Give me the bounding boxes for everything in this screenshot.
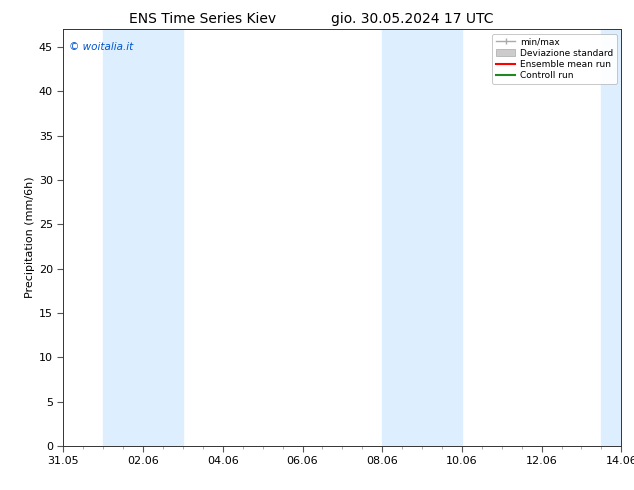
Text: ENS Time Series Kiev: ENS Time Series Kiev (129, 12, 276, 26)
Bar (143, 29, 183, 446)
Bar (382, 29, 422, 446)
Bar (103, 29, 143, 446)
Bar (422, 29, 462, 446)
Text: gio. 30.05.2024 17 UTC: gio. 30.05.2024 17 UTC (331, 12, 493, 26)
Text: © woitalia.it: © woitalia.it (69, 42, 133, 52)
Legend: min/max, Deviazione standard, Ensemble mean run, Controll run: min/max, Deviazione standard, Ensemble m… (492, 34, 617, 84)
Y-axis label: Precipitation (mm/6h): Precipitation (mm/6h) (25, 177, 35, 298)
Bar (602, 29, 621, 446)
